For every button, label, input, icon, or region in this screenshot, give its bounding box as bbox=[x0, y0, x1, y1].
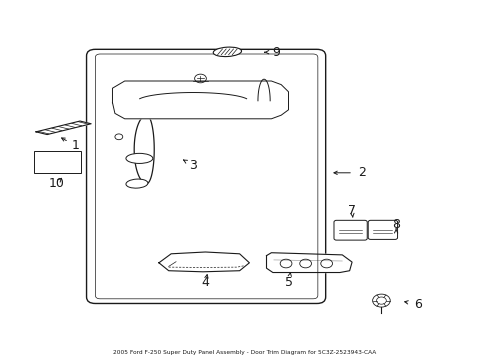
Text: 1: 1 bbox=[72, 139, 80, 152]
Text: 8: 8 bbox=[391, 219, 399, 231]
Polygon shape bbox=[36, 121, 91, 135]
Text: 7: 7 bbox=[347, 204, 355, 217]
Ellipse shape bbox=[126, 153, 152, 163]
FancyBboxPatch shape bbox=[367, 220, 397, 239]
Text: 2: 2 bbox=[357, 166, 365, 179]
Ellipse shape bbox=[126, 179, 147, 188]
FancyBboxPatch shape bbox=[86, 49, 325, 303]
Text: 3: 3 bbox=[189, 159, 197, 172]
FancyBboxPatch shape bbox=[333, 220, 366, 240]
Text: 6: 6 bbox=[413, 298, 421, 311]
Text: 5: 5 bbox=[284, 276, 292, 289]
FancyBboxPatch shape bbox=[34, 151, 81, 173]
Polygon shape bbox=[159, 252, 249, 272]
Polygon shape bbox=[134, 115, 154, 184]
Ellipse shape bbox=[213, 47, 241, 57]
Polygon shape bbox=[266, 253, 351, 273]
Text: 10: 10 bbox=[48, 177, 64, 190]
Polygon shape bbox=[112, 81, 288, 119]
Text: 4: 4 bbox=[201, 276, 209, 289]
Text: 9: 9 bbox=[272, 46, 280, 59]
Text: 2005 Ford F-250 Super Duty Panel Assembly - Door Trim Diagram for 5C3Z-2523943-C: 2005 Ford F-250 Super Duty Panel Assembl… bbox=[113, 350, 375, 355]
